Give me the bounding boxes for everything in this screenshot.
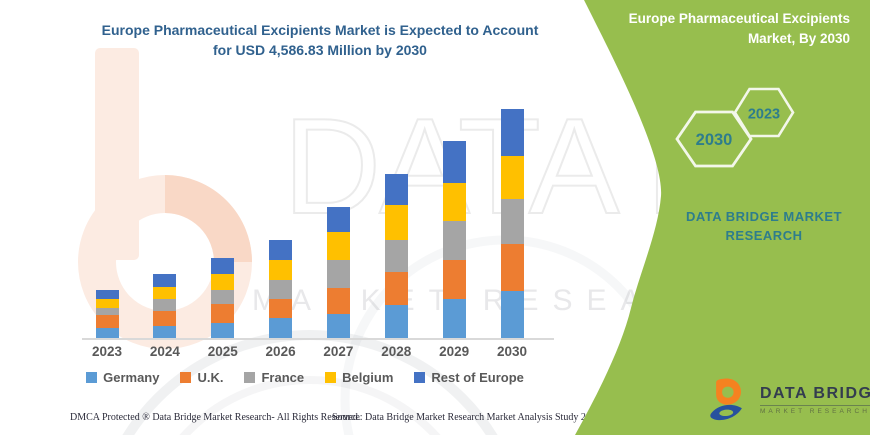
legend-swatch-rest-of-europe — [414, 372, 426, 383]
bar-segment-france-2024 — [153, 298, 177, 311]
legend-label-france: France — [261, 370, 305, 385]
bar-segment-germany-2027 — [326, 314, 350, 338]
legend-label-belgium: Belgium — [342, 370, 394, 385]
bar-2030 — [500, 109, 524, 338]
x-tick-label-2025: 2025 — [207, 344, 238, 359]
legend-item-u-k: U.K. — [180, 370, 223, 385]
bar-2029 — [442, 141, 466, 338]
bar-segment-belgium-2026 — [269, 260, 293, 281]
legend-item-belgium: Belgium — [325, 370, 393, 385]
panel-brand-line1: DATA BRIDGE MARKET — [685, 209, 843, 224]
bar-segment-belgium-2029 — [442, 182, 466, 222]
x-tick-label-2026: 2026 — [265, 344, 296, 359]
logo-subtitle: MARKET RESEARCH — [760, 408, 870, 415]
legend: Germany U.K. France Belgium Rest of Europe — [40, 370, 570, 385]
panel-brand-line2: RESEARCH — [725, 227, 803, 243]
hexagon-badges: 2023 2030 — [675, 87, 795, 168]
chart-title-line1: Europe Pharmaceutical Excipients Market … — [101, 22, 539, 38]
x-tick-label-2029: 2029 — [439, 344, 470, 359]
bar-segment-germany-2023 — [95, 327, 119, 338]
bar-segment-u-k-2024 — [153, 310, 177, 326]
bar-segment-belgium-2025 — [211, 274, 235, 291]
bar-segment-rest-of-europe-2023 — [95, 289, 119, 299]
bar-2026 — [269, 240, 293, 338]
x-tick-label-2024: 2024 — [149, 344, 180, 359]
bar-segment-belgium-2027 — [326, 232, 350, 261]
footer-source-text: Source: Data Bridge Market Research Mark… — [332, 412, 601, 423]
legend-item-france: France — [244, 370, 304, 385]
bar-segment-u-k-2028 — [384, 271, 408, 306]
footer-dmca-text: DMCA Protected ® Data Bridge Market Rese… — [70, 412, 361, 423]
bar-segment-rest-of-europe-2029 — [442, 141, 466, 183]
bar-segment-germany-2029 — [442, 299, 466, 338]
bar-segment-u-k-2029 — [442, 259, 466, 300]
bar-2027 — [326, 206, 350, 338]
bar-segment-rest-of-europe-2027 — [326, 206, 350, 233]
bar-segment-rest-of-europe-2024 — [153, 273, 177, 287]
bar-segment-germany-2028 — [384, 305, 408, 338]
bar-2028 — [384, 173, 408, 338]
bar-segment-france-2030 — [500, 199, 524, 244]
bar-segment-rest-of-europe-2026 — [269, 240, 293, 261]
databridge-logo: DATA BRIDGE MARKET RESEARCH — [706, 376, 870, 424]
bar-segment-rest-of-europe-2030 — [500, 109, 524, 156]
bar-segment-france-2028 — [384, 240, 408, 272]
bar-segment-belgium-2028 — [384, 204, 408, 241]
bar-segment-u-k-2030 — [500, 243, 524, 291]
legend-item-germany: Germany — [86, 370, 159, 385]
legend-swatch-france — [244, 372, 256, 383]
legend-label-rest-of-europe: Rest of Europe — [431, 370, 524, 385]
x-axis-line — [82, 338, 554, 340]
x-tick-label-2030: 2030 — [496, 344, 528, 359]
bar-segment-france-2023 — [95, 307, 119, 316]
bar-segment-germany-2024 — [153, 325, 177, 338]
bar-segment-belgium-2023 — [95, 298, 119, 308]
bar-segment-belgium-2024 — [153, 287, 177, 299]
chart-title-line2: for USD 4,586.83 Million by 2030 — [213, 42, 427, 58]
bar-segment-france-2027 — [326, 260, 350, 288]
bar-segment-u-k-2023 — [95, 315, 119, 328]
bar-2024 — [153, 273, 177, 338]
bar-segment-u-k-2027 — [326, 287, 350, 314]
x-tick-label-2027: 2027 — [323, 344, 354, 359]
bar-segment-france-2029 — [442, 221, 466, 260]
legend-label-germany: Germany — [103, 370, 160, 385]
bar-segment-germany-2026 — [269, 318, 293, 338]
databridge-logo-text: DATA BRIDGE MARKET RESEARCH — [760, 385, 870, 415]
bar-segment-belgium-2030 — [500, 155, 524, 200]
bar-segment-france-2026 — [269, 280, 293, 299]
legend-swatch-germany — [86, 372, 98, 383]
panel-brand-text: DATA BRIDGE MARKET RESEARCH — [656, 208, 870, 246]
bar-2023 — [95, 289, 119, 338]
x-tick-label-2028: 2028 — [381, 344, 412, 359]
bar-segment-france-2025 — [211, 290, 235, 305]
hexagon-2023-label: 2023 — [748, 107, 780, 123]
logo-name: DATA BRIDGE — [760, 385, 870, 406]
legend-item-rest-of-europe: Rest of Europe — [414, 370, 524, 385]
bar-segment-u-k-2025 — [211, 304, 235, 323]
bar-segment-germany-2030 — [500, 290, 524, 338]
bar-segment-u-k-2026 — [269, 298, 293, 319]
x-tick-label-2023: 2023 — [91, 344, 123, 359]
legend-swatch-u-k — [180, 372, 192, 383]
chart-title: Europe Pharmaceutical Excipients Market … — [40, 20, 600, 60]
hexagon-2030-label: 2030 — [696, 131, 733, 149]
legend-label-u-k: U.K. — [197, 370, 224, 385]
bar-segment-germany-2025 — [211, 322, 235, 338]
legend-swatch-belgium — [325, 372, 337, 383]
databridge-logo-icon — [710, 378, 742, 421]
bar-2025 — [211, 257, 235, 338]
bar-segment-rest-of-europe-2025 — [211, 257, 235, 275]
side-panel-title: Europe Pharmaceutical Excipients Market,… — [628, 11, 850, 47]
bar-segment-rest-of-europe-2028 — [384, 173, 408, 205]
